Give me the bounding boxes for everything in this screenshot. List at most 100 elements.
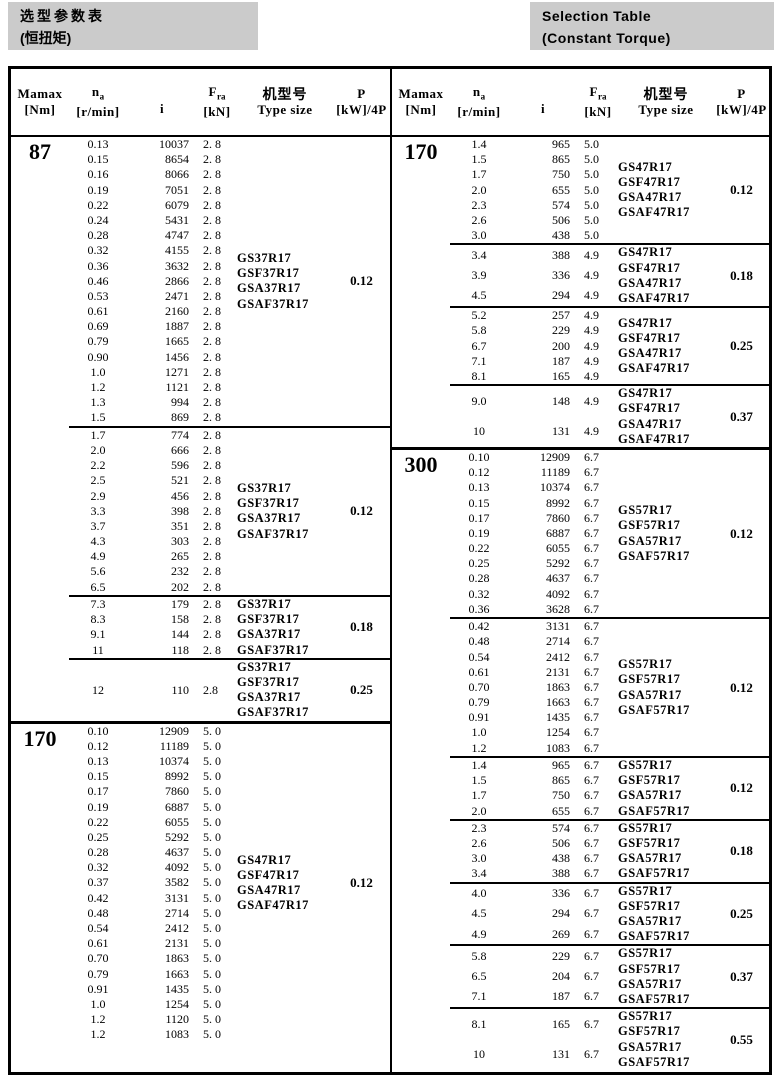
data-rows: 7.3 179 2. 8 8.3 158 2. 8 9.1 144 2. 8 11 118 2. 8 — [69, 597, 237, 658]
type-size-value: GSAF47R17 — [618, 431, 690, 446]
fra-value: 5.0 — [584, 212, 599, 227]
fra-value: 6.7 — [584, 803, 599, 818]
fra-value: 5. 0 — [203, 875, 221, 890]
fra-value: 5.0 — [584, 167, 599, 182]
fra-value: 6.7 — [584, 525, 599, 540]
na-value: 1.5 — [90, 410, 106, 425]
fra-value: 4.9 — [584, 288, 599, 303]
table-row: 1.2 1083 5. 0 — [69, 1027, 237, 1042]
na-value: 0.10 — [87, 723, 109, 738]
na-value: 7.1 — [471, 989, 487, 1004]
na-value: 5.8 — [471, 323, 487, 338]
na-value: 1.7 — [90, 427, 106, 442]
fra-value: 6.7 — [584, 586, 599, 601]
table-row: 3.0 438 5.0 — [450, 228, 618, 243]
fra-value: 6.7 — [584, 710, 599, 725]
power-value: 0.37 — [730, 408, 753, 424]
header-na: na [r/min] — [457, 83, 501, 120]
ratio-value: 351 — [171, 518, 189, 533]
title-chinese-line1: 选型参数表 — [20, 8, 105, 24]
table-row: 1.7 750 6.7 — [450, 788, 618, 803]
ratio-value: 1665 — [165, 334, 189, 349]
table-row: 4.9 265 2. 8 — [69, 549, 237, 564]
table-row: 0.61 2160 2. 8 — [69, 304, 237, 319]
table-row: 2.0 655 6.7 — [450, 804, 618, 819]
fra-value: 6.7 — [584, 788, 599, 803]
ratio-value: 7860 — [165, 784, 189, 799]
type-size-value: GSA47R17 — [618, 416, 682, 431]
fra-value: 6.7 — [584, 969, 599, 984]
fra-value: 2. 8 — [203, 579, 221, 594]
na-value: 10 — [473, 1047, 485, 1062]
table-row: 0.54 2412 5. 0 — [69, 921, 237, 936]
data-rows: 5.8 229 6.7 6.5 204 6.7 7.1 187 6.7 — [450, 946, 618, 1007]
na-value: 0.19 — [87, 182, 109, 197]
na-value: 2.9 — [90, 488, 106, 503]
power-value: 0.55 — [730, 1031, 753, 1047]
fra-value: 5. 0 — [203, 769, 221, 784]
ratio-value: 2412 — [165, 921, 189, 936]
fra-value: 4.9 — [584, 268, 599, 283]
na-value: 5.2 — [471, 308, 487, 323]
na-value: 0.54 — [87, 921, 109, 936]
fra-value: 2. 8 — [203, 364, 221, 379]
na-value: 3.4 — [471, 247, 487, 262]
fra-value: 6.7 — [584, 495, 599, 510]
type-size-value: GSAF47R17 — [237, 898, 309, 913]
fra-value: 2. 8 — [203, 488, 221, 503]
na-value: 0.17 — [468, 510, 490, 525]
table-row: 0.22 6055 5. 0 — [69, 815, 237, 830]
ratio-value: 158 — [171, 612, 189, 627]
type-size-value: GS57R17 — [618, 503, 673, 518]
table-section: 9.0 148 4.9 10 131 4.9 GS47R17 GSF47R17 GSA47R17… — [450, 384, 769, 447]
fra-value: 5. 0 — [203, 1012, 221, 1027]
ratio-value: 865 — [552, 773, 570, 788]
mamax-value: 87 — [29, 139, 51, 164]
ratio-value: 4092 — [546, 586, 570, 601]
type-size-value: GS57R17 — [618, 883, 673, 898]
na-value: 1.4 — [471, 137, 487, 151]
na-value: 0.61 — [87, 936, 109, 951]
table-section: 0.42 3131 6.7 0.48 2714 6.7 0.54 2412 6.7 0.61 213… — [450, 617, 769, 756]
ratio-value: 131 — [552, 1047, 570, 1062]
fra-value: 4.9 — [584, 308, 599, 323]
ratio-value: 7051 — [165, 182, 189, 197]
type-size-value: GSA47R17 — [618, 190, 682, 205]
ratio-value: 1863 — [546, 679, 570, 694]
table-row: 1.0 1271 2. 8 — [69, 365, 237, 380]
mamax-value: 170 — [404, 139, 438, 164]
na-value: 0.48 — [468, 634, 490, 649]
type-size-value: GSA57R17 — [618, 976, 682, 991]
ratio-value: 229 — [552, 948, 570, 963]
type-size-value: GSA57R17 — [618, 533, 682, 548]
type-size-value: GS57R17 — [618, 946, 673, 961]
table-row: 2.5 521 2. 8 — [69, 473, 237, 488]
type-size-list: GS47R17 GSF47R17 GSA47R17 GSAF47R17 — [237, 724, 333, 1043]
title-english: Selection Table (Constant Torque) — [530, 2, 774, 50]
na-value: 0.91 — [468, 710, 490, 725]
na-value: 4.9 — [471, 926, 487, 941]
fra-value: 6.7 — [584, 1047, 599, 1062]
ratio-value: 232 — [171, 564, 189, 579]
na-value: 0.19 — [468, 525, 490, 540]
type-size-value: GS37R17 — [237, 659, 292, 674]
table-row: 3.7 351 2. 8 — [69, 519, 237, 534]
na-value: 0.37 — [87, 875, 109, 890]
type-size-value: GSF57R17 — [618, 835, 681, 850]
na-value: 0.19 — [87, 799, 109, 814]
na-value: 4.5 — [471, 288, 487, 303]
table-row: 0.12 11189 6.7 — [450, 465, 618, 480]
table-section: 0.13 10037 2. 8 0.15 8654 2. 8 0.16 8066 2. 8 0.1… — [69, 137, 390, 426]
type-size-value: GS47R17 — [237, 852, 292, 867]
ratio-value: 6887 — [165, 799, 189, 814]
fra-value: 2. 8 — [203, 228, 221, 243]
fra-value: 2. 8 — [203, 273, 221, 288]
type-size-value: GSF47R17 — [618, 331, 681, 345]
type-size-value: GSAF47R17 — [618, 290, 690, 305]
na-value: 4.5 — [471, 906, 487, 921]
type-size-list: GS37R17 GSF37R17 GSA37R17 GSAF37R17 — [237, 428, 333, 595]
na-value: 1.7 — [471, 167, 487, 182]
type-size-value: GSF57R17 — [618, 898, 681, 913]
table-row: 11 118 2. 8 — [69, 643, 237, 658]
